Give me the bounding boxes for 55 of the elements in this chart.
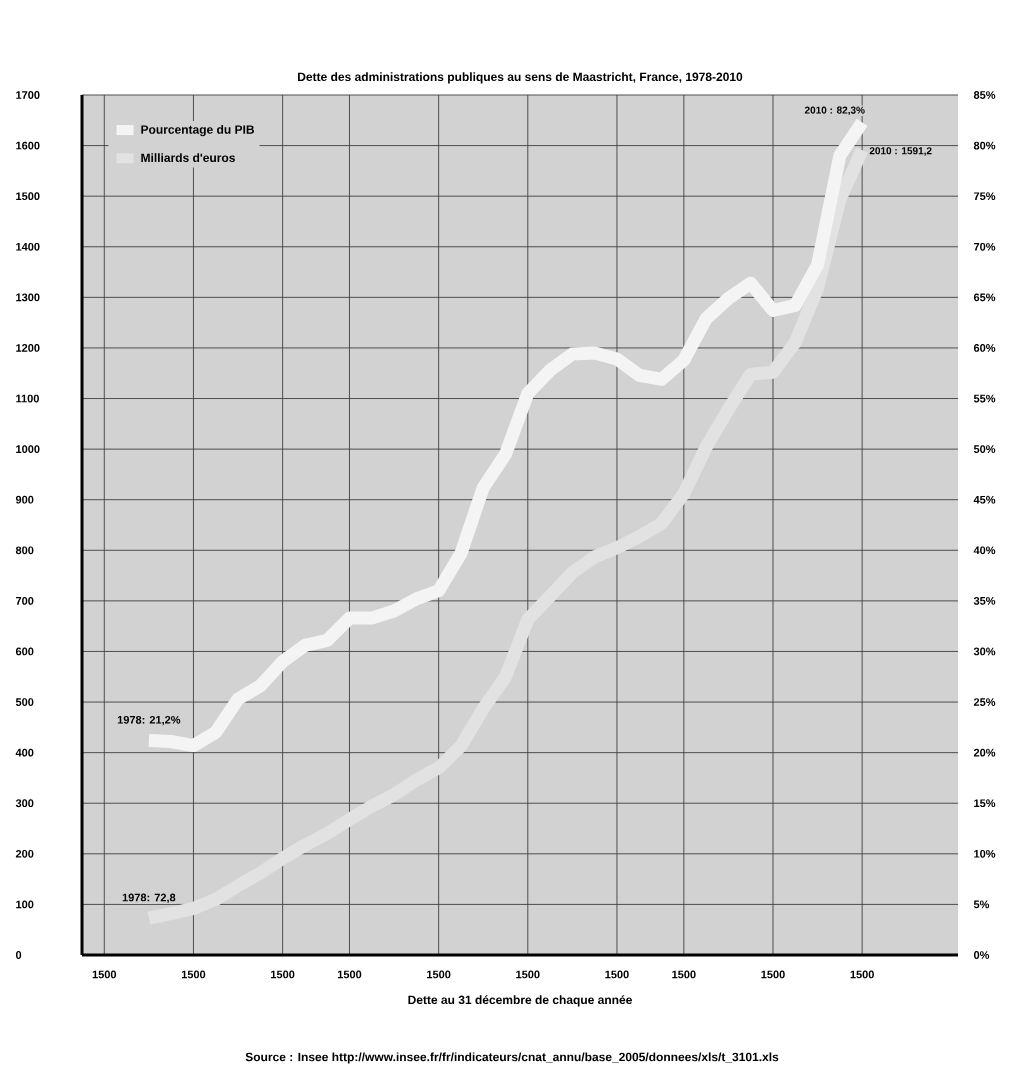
- y2-tick-label: 30%: [973, 647, 996, 656]
- y2-tick-label: 80%: [973, 141, 996, 150]
- x-tick-label: 1500: [605, 970, 629, 979]
- y-tick-label: 1500: [16, 192, 40, 201]
- legend-label: Pourcentage du PIB: [141, 125, 255, 137]
- y-tick-label: 600: [15, 647, 34, 656]
- y-tick-label: 200: [15, 849, 34, 858]
- y-tick-label: 1400: [16, 242, 40, 251]
- y2-tick-label: 65%: [973, 293, 996, 302]
- annotation: 2010 : 1591,2: [869, 147, 932, 156]
- x-tick-label: 1500: [181, 970, 206, 979]
- y2-tick-label: 20%: [973, 748, 996, 757]
- x-tick-label: 1500: [427, 970, 451, 979]
- y-tick-label: 300: [15, 799, 34, 808]
- x-axis-title: Dette au 31 décembre de chaque année: [408, 995, 632, 1007]
- y2-tick-label: 85%: [973, 91, 996, 99]
- y-tick-label: 0: [15, 951, 22, 959]
- x-tick-label: 1500: [761, 970, 785, 979]
- y-tick-label: 800: [15, 546, 34, 555]
- x-tick-label: 1500: [516, 970, 540, 979]
- y2-tick-label: 0%: [973, 951, 990, 959]
- y-tick-label: 1000: [16, 445, 40, 454]
- y-tick-label: 1300: [16, 293, 40, 302]
- y2-tick-label: 45%: [973, 495, 996, 504]
- y-tick-label: 100: [16, 900, 34, 909]
- y2-tick-label: 5%: [973, 900, 990, 909]
- y2-tick-label: 60%: [973, 344, 996, 352]
- y2-tick-label: 10%: [974, 849, 996, 858]
- source-note: Source : Insee http://www.insee.fr/fr/indicateurs/cnat_annu/base_2005/donnees/xls/t_3101.xls: [245, 1052, 779, 1064]
- y2-tick-label: 35%: [973, 596, 996, 605]
- annotation: 1978: 72,8: [122, 893, 176, 903]
- y-tick-label: 500: [15, 698, 34, 706]
- annotation: 2010 : 82,3%: [804, 106, 865, 116]
- legend-label: Milliards d'euros: [141, 153, 235, 162]
- y-tick-label: 1700: [16, 91, 40, 99]
- y2-tick-label: 40%: [973, 546, 996, 555]
- y-tick-label: 700: [16, 596, 34, 605]
- y2-tick-label: 25%: [973, 698, 996, 706]
- x-tick-label: 1500: [92, 970, 117, 979]
- y2-tick-label: 55%: [973, 394, 996, 403]
- x-tick-label: 1500: [850, 970, 874, 979]
- y2-tick-label: 75%: [974, 192, 996, 201]
- x-tick-label: 1500: [672, 970, 696, 979]
- y-tick-label: 1600: [16, 141, 40, 150]
- y-tick-label: 1200: [16, 344, 40, 352]
- y-tick-label: 400: [15, 748, 34, 757]
- y2-tick-label: 15%: [974, 799, 996, 808]
- chart-title: Dette des administrations publiques au sens de Maastricht, France, 1978-2010: [298, 72, 743, 84]
- y-tick-label: 900: [15, 495, 34, 504]
- y2-tick-label: 50%: [973, 445, 996, 454]
- y-tick-label: 1100: [16, 394, 39, 403]
- y2-tick-label: 70%: [974, 242, 996, 251]
- x-tick-label: 1500: [271, 970, 295, 979]
- x-tick-label: 1500: [337, 970, 362, 979]
- annotation: 1978: 21,2%: [117, 715, 181, 726]
